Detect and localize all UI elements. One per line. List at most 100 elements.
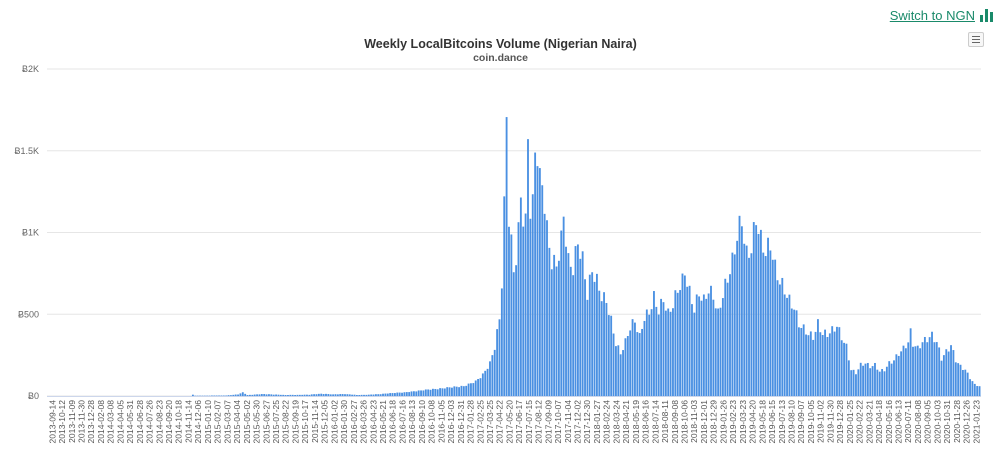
bar [334, 394, 337, 396]
bar [893, 360, 895, 396]
bar [208, 395, 211, 397]
bar [700, 300, 703, 396]
bar [515, 265, 518, 396]
bar [973, 383, 976, 396]
bar [222, 395, 225, 397]
hamburger-menu-icon[interactable] [968, 32, 984, 47]
bar [828, 333, 831, 396]
bar [256, 394, 258, 396]
bar [921, 342, 924, 396]
x-tick-label: 2016-03-26 [358, 400, 368, 444]
bar [679, 290, 682, 396]
x-tick-label: 2017-01-28 [465, 400, 475, 444]
bar [417, 390, 420, 396]
bar [909, 328, 912, 396]
bar [586, 299, 589, 396]
x-tick-label: 2018-12-01 [699, 400, 709, 444]
bar [424, 389, 427, 396]
bar [840, 340, 843, 396]
bar [398, 392, 401, 396]
bar [263, 394, 266, 396]
bar [866, 362, 869, 396]
bar [465, 385, 468, 396]
bar [453, 386, 456, 396]
bar [855, 374, 857, 396]
bar [303, 394, 306, 396]
bar [595, 273, 598, 396]
x-tick-label: 2015-11-14 [310, 400, 320, 443]
bar [508, 226, 510, 396]
x-tick-label: 2013-09-14 [47, 400, 57, 444]
bar [462, 386, 465, 396]
bar [315, 394, 318, 396]
x-tick-label: 2017-02-25 [475, 400, 485, 444]
bar [363, 394, 365, 396]
bar [196, 395, 199, 397]
x-tick-label: 2015-04-04 [232, 400, 242, 444]
bar [329, 394, 332, 396]
bar [764, 256, 767, 396]
bar [218, 395, 220, 397]
bar [275, 394, 277, 396]
x-tick-label: 2014-06-28 [135, 400, 145, 444]
bar [717, 308, 720, 396]
bar [308, 394, 311, 396]
bar [833, 331, 836, 396]
x-tick-label: 2019-11-30 [825, 400, 835, 443]
bar [522, 226, 525, 396]
bar [781, 277, 784, 396]
x-tick-label: 2013-11-09 [67, 400, 77, 443]
bar [301, 394, 304, 396]
bar [505, 117, 508, 396]
bar [249, 394, 251, 396]
bar [674, 290, 677, 396]
bar [919, 348, 922, 396]
bar [874, 362, 876, 396]
bar [455, 386, 458, 396]
x-tick-label: 2014-04-05 [115, 400, 125, 444]
bar [843, 342, 846, 396]
bar [662, 302, 665, 396]
bar [805, 334, 807, 396]
bar [774, 259, 777, 396]
bar [923, 336, 926, 396]
bar [931, 331, 933, 396]
bar [598, 290, 601, 396]
bar [859, 362, 862, 396]
bar [500, 288, 503, 396]
bar [584, 279, 586, 396]
bar [565, 246, 567, 396]
bar [498, 319, 501, 396]
bar [191, 394, 194, 396]
bar [253, 394, 256, 396]
x-tick-label: 2017-09-09 [543, 400, 553, 444]
bar [365, 394, 368, 396]
bar [935, 342, 938, 396]
bar [467, 383, 470, 396]
bar [241, 392, 244, 396]
bar [446, 387, 449, 396]
bar [966, 372, 969, 396]
bar [681, 273, 684, 396]
bar [603, 292, 605, 396]
bar [510, 234, 513, 396]
bar [786, 297, 788, 396]
bar [268, 394, 270, 396]
bar [548, 247, 551, 396]
x-tick-label: 2014-12-06 [193, 400, 203, 444]
bar [434, 388, 437, 396]
x-tick-label: 2014-08-23 [154, 400, 164, 444]
switch-currency-link[interactable]: Switch to NGN [890, 8, 993, 23]
bar [199, 395, 201, 397]
bar [795, 310, 798, 396]
bar [320, 393, 323, 396]
bar [562, 216, 565, 396]
bar [272, 394, 275, 396]
x-tick-label: 2017-10-07 [553, 400, 563, 444]
bar [769, 250, 772, 396]
bar [817, 319, 819, 396]
bar [439, 388, 441, 396]
bar [553, 254, 556, 396]
bar [327, 394, 330, 396]
x-tick-label: 2015-08-22 [281, 400, 291, 444]
